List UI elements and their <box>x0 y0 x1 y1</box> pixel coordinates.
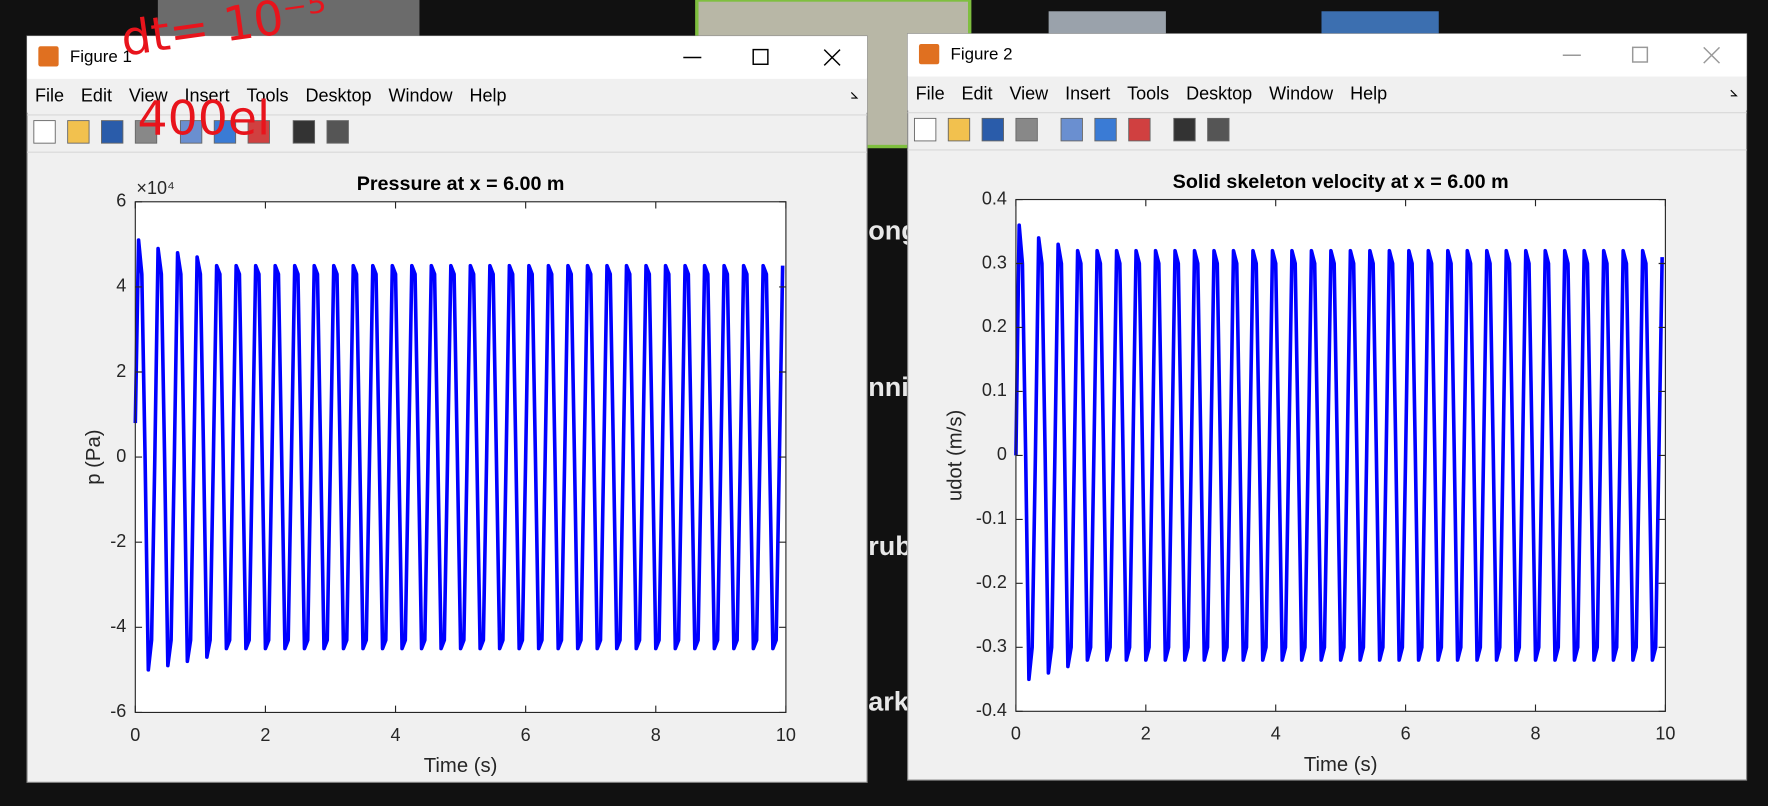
x-tick-label: 10 <box>776 725 796 745</box>
y-tick-label: -0.2 <box>976 572 1007 592</box>
y-tick-label: -4 <box>110 616 126 636</box>
y-tick-label: -0.3 <box>976 636 1007 656</box>
y-tick-label: 0.1 <box>982 380 1007 400</box>
toolbar-button[interactable] <box>947 117 971 142</box>
app-icon <box>38 46 59 67</box>
toolbar-button[interactable] <box>101 120 124 144</box>
video-tile <box>1321 11 1439 37</box>
y-tick-label: 4 <box>116 276 126 296</box>
toolbar-button[interactable] <box>1173 117 1196 142</box>
y-tick-label: 0.3 <box>982 252 1007 272</box>
figure-window: Figure 2 File Edit View Insert Tools Desktop Wi… <box>907 33 1748 781</box>
toolbar-button[interactable] <box>33 120 56 144</box>
y-tick-label: -0.1 <box>976 508 1007 528</box>
menu-item[interactable]: Desktop <box>1186 83 1252 103</box>
y-exponent: ×10⁴ <box>136 178 174 198</box>
data-line <box>133 238 785 672</box>
toolbar-button[interactable] <box>213 120 237 144</box>
toolbar-button[interactable] <box>1015 117 1038 142</box>
menu-item[interactable]: Insert <box>185 86 230 106</box>
toolbar-button[interactable] <box>981 117 1004 142</box>
y-tick-label: -2 <box>110 531 126 551</box>
figure-window: Figure 1 File Edit View Insert Tools Desktop Wi… <box>26 35 868 783</box>
menu-item[interactable]: Insert <box>1065 83 1110 103</box>
maximize-button[interactable] <box>752 48 769 65</box>
title-bar <box>27 36 868 79</box>
menu-item[interactable]: Window <box>388 86 453 106</box>
toolbar-button[interactable] <box>292 120 316 144</box>
toolbar-button[interactable] <box>913 117 937 142</box>
data-line <box>1014 223 1664 682</box>
toolbar-button[interactable] <box>1207 117 1230 142</box>
participant-name: arke <box>868 687 924 717</box>
menu-item[interactable]: File <box>35 86 64 106</box>
toolbar-button[interactable] <box>1060 117 1083 142</box>
x-tick-label: 4 <box>1271 724 1281 744</box>
close-button[interactable] <box>1703 46 1721 64</box>
x-tick-label: 6 <box>521 725 531 745</box>
toolbar-button[interactable] <box>1128 117 1151 142</box>
y-tick-label: 0 <box>116 446 126 466</box>
menu-item[interactable]: View <box>129 86 169 106</box>
x-tick-label: 8 <box>1530 724 1540 744</box>
y-tick-label: 0.2 <box>982 316 1007 336</box>
menu-bar <box>27 78 868 113</box>
participant-names: ong nnis rub arke <box>868 215 924 717</box>
x-tick-label: 6 <box>1401 724 1411 744</box>
x-axis-label: Time (s) <box>424 755 498 777</box>
x-tick-label: 4 <box>391 725 401 745</box>
x-tick-label: 2 <box>1141 724 1151 744</box>
toolbar-button[interactable] <box>67 120 90 144</box>
y-tick-label: 0 <box>997 444 1007 464</box>
menu-item[interactable]: Edit <box>962 83 993 103</box>
participant-name: nnis <box>868 372 924 402</box>
window-title: Figure 1 <box>70 47 132 66</box>
menu-item[interactable]: File <box>916 83 945 103</box>
y-tick-label: -0.4 <box>976 700 1007 720</box>
menu-item[interactable]: Desktop <box>305 86 371 106</box>
x-tick-label: 10 <box>1655 724 1675 744</box>
y-axis-label: udot (m/s) <box>945 410 967 501</box>
menu-arrow <box>1730 89 1738 97</box>
menu-item[interactable]: Tools <box>246 86 288 106</box>
y-tick-label: -6 <box>110 701 126 721</box>
menu-item[interactable]: View <box>1009 83 1049 103</box>
y-tick-label: 0.4 <box>982 188 1007 208</box>
toolbar-button[interactable] <box>134 120 158 144</box>
x-tick-label: 8 <box>651 725 661 745</box>
menu-item[interactable]: Edit <box>81 86 112 106</box>
video-tile <box>157 0 420 37</box>
y-axis-label: p (Pa) <box>83 429 105 484</box>
y-tick-label: 6 <box>116 191 126 211</box>
menu-item[interactable]: Help <box>469 86 506 106</box>
toolbar-button[interactable] <box>326 120 349 144</box>
title-bar <box>907 33 1747 77</box>
maximize-button[interactable] <box>1631 46 1649 63</box>
menu-item[interactable]: Help <box>1350 83 1387 103</box>
x-tick-label: 0 <box>1011 724 1021 744</box>
y-tick-label: 2 <box>116 361 126 381</box>
x-tick-label: 0 <box>130 725 140 745</box>
window-title: Figure 2 <box>951 45 1013 64</box>
video-tile <box>1048 11 1166 37</box>
participant-name: rub <box>868 531 912 561</box>
toolbar-button[interactable] <box>1094 117 1117 142</box>
x-axis-label: Time (s) <box>1304 754 1378 776</box>
close-button[interactable] <box>823 49 841 66</box>
chart-title: Solid skeleton velocity at x = 6.00 m <box>1173 171 1509 193</box>
menu-bar <box>907 76 1747 111</box>
menu-item[interactable]: Tools <box>1127 83 1169 103</box>
menu-item[interactable]: Window <box>1269 83 1334 103</box>
x-tick-label: 2 <box>260 725 270 745</box>
app-icon <box>918 43 940 65</box>
chart-title: Pressure at x = 6.00 m <box>357 173 565 195</box>
ink-annotation: 400el <box>138 92 271 147</box>
participant-name: ong <box>868 215 918 245</box>
toolbar-button[interactable] <box>247 120 270 144</box>
menu-arrow <box>850 92 859 99</box>
toolbar-button[interactable] <box>179 120 203 144</box>
